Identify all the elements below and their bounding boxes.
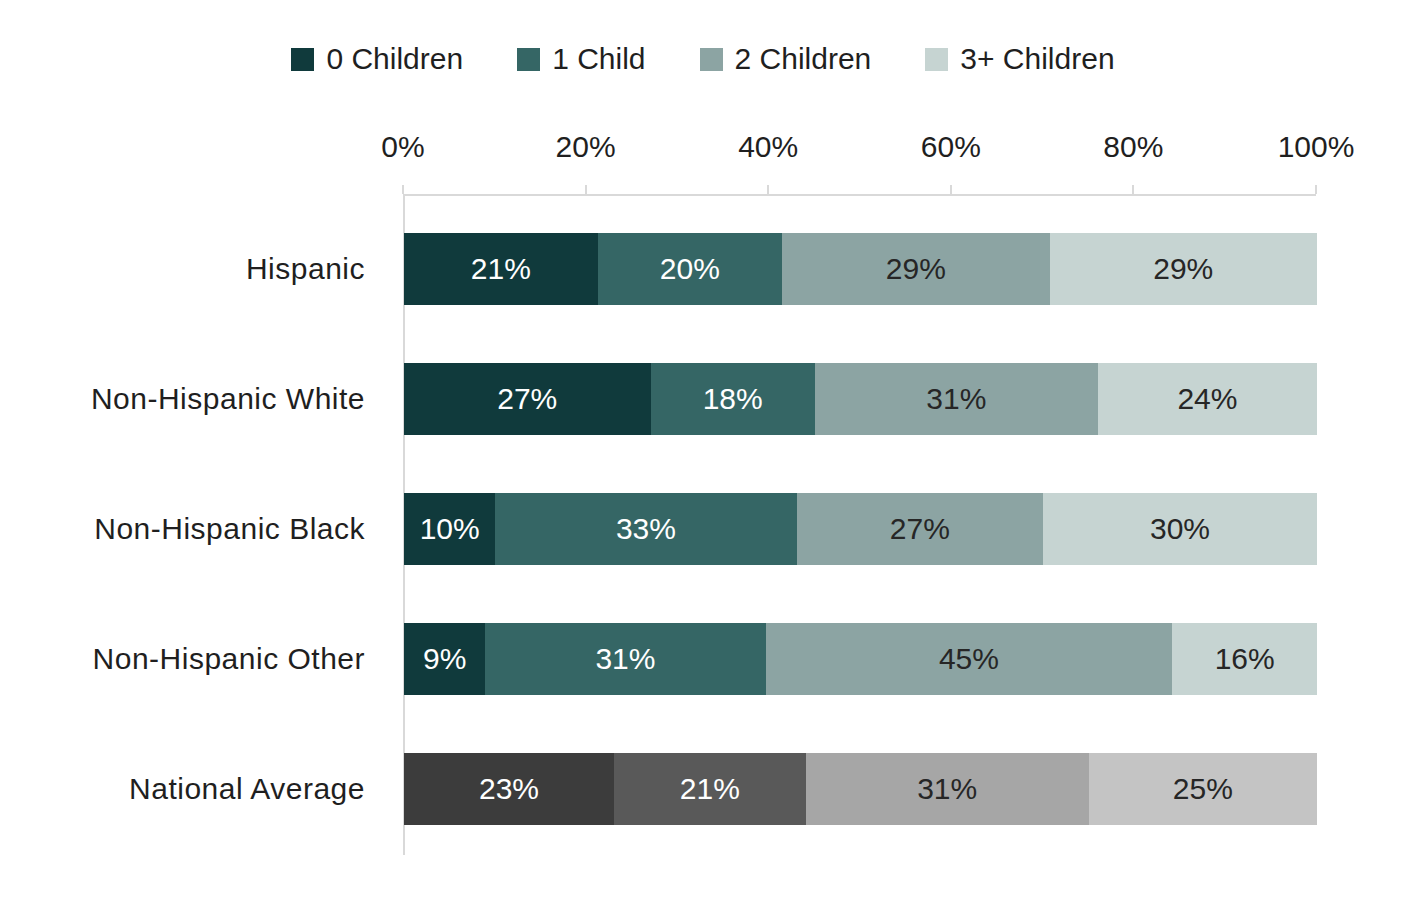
x-axis-tick-label: 100%	[1278, 130, 1355, 164]
legend-label: 1 Child	[552, 42, 645, 76]
bar-segment-2-children: 45%	[766, 623, 1173, 695]
legend-label: 3+ Children	[960, 42, 1114, 76]
category-label: Non-Hispanic Black	[0, 512, 365, 546]
legend-item-0-children: 0 Children	[291, 42, 463, 76]
bar-segment-2-children: 29%	[782, 233, 1049, 305]
bar-segment-2-children: 27%	[797, 493, 1044, 565]
category-label: Non-Hispanic Other	[0, 642, 365, 676]
bar-segment-1-child: 20%	[598, 233, 782, 305]
x-axis-line	[403, 194, 1316, 196]
x-axis-tick-mark	[950, 185, 952, 194]
stacked-bar: 27%18%31%24%	[404, 363, 1317, 435]
bar-segment-2-children: 31%	[815, 363, 1098, 435]
bar-row-non-hispanic-black: Non-Hispanic Black 10%33%27%30%	[0, 464, 1406, 594]
x-axis-tick-label: 20%	[556, 130, 616, 164]
bar-rows: Hispanic21%20%29%29%Non-Hispanic White27…	[0, 204, 1406, 854]
stacked-bar: 21%20%29%29%	[404, 233, 1317, 305]
bar-segment-1-child: 21%	[614, 753, 806, 825]
bar-segment-3-children: 30%	[1043, 493, 1317, 565]
legend-item-2-children: 2 Children	[700, 42, 872, 76]
legend-label: 2 Children	[735, 42, 872, 76]
bar-segment-0-children: 10%	[404, 493, 495, 565]
stacked-bar: 10%33%27%30%	[404, 493, 1317, 565]
x-axis-tick-label: 80%	[1103, 130, 1163, 164]
bar-segment-0-children: 21%	[404, 233, 598, 305]
stacked-bar-chart: 0 Children 1 Child 2 Children 3+ Children 0…	[0, 0, 1406, 897]
legend: 0 Children 1 Child 2 Children 3+ Children	[0, 42, 1406, 76]
x-axis-tick-mark	[1315, 185, 1317, 194]
bar-segment-0-children: 27%	[404, 363, 651, 435]
x-axis-labels: 0%20%40%60%80%100%	[403, 130, 1316, 170]
bar-row-non-hispanic-white: Non-Hispanic White 27%18%31%24%	[0, 334, 1406, 464]
bar-segment-0-children: 23%	[404, 753, 614, 825]
bar-row-non-hispanic-other: Non-Hispanic Other 9%31%45%16%	[0, 594, 1406, 724]
legend-item-3-children: 3+ Children	[925, 42, 1114, 76]
legend-swatch-icon	[291, 48, 314, 71]
bar-segment-2-children: 31%	[806, 753, 1089, 825]
bar-segment-3-children: 29%	[1050, 233, 1317, 305]
bar-segment-1-child: 31%	[485, 623, 765, 695]
x-axis-tick-label: 0%	[381, 130, 424, 164]
x-axis-tick-mark	[1132, 185, 1134, 194]
stacked-bar: 9%31%45%16%	[404, 623, 1317, 695]
category-label: Non-Hispanic White	[0, 382, 365, 416]
bar-segment-3-children: 16%	[1172, 623, 1317, 695]
legend-swatch-icon	[925, 48, 948, 71]
x-axis-tick-mark	[402, 185, 404, 194]
legend-swatch-icon	[700, 48, 723, 71]
bar-segment-0-children: 9%	[404, 623, 485, 695]
legend-swatch-icon	[517, 48, 540, 71]
x-axis-tick-mark	[767, 185, 769, 194]
bar-row-national-average: National Average 23%21%31%25%	[0, 724, 1406, 854]
category-label: National Average	[0, 772, 365, 806]
bar-segment-1-child: 18%	[651, 363, 815, 435]
stacked-bar: 23%21%31%25%	[404, 753, 1317, 825]
bar-row-hispanic: Hispanic21%20%29%29%	[0, 204, 1406, 334]
legend-label: 0 Children	[326, 42, 463, 76]
bar-segment-1-child: 33%	[495, 493, 796, 565]
category-label: Hispanic	[0, 252, 365, 286]
legend-item-1-child: 1 Child	[517, 42, 645, 76]
bar-segment-3-children: 24%	[1098, 363, 1317, 435]
bar-segment-3-children: 25%	[1089, 753, 1317, 825]
x-axis-tick-label: 40%	[738, 130, 798, 164]
x-axis-tick-label: 60%	[921, 130, 981, 164]
x-axis-tick-mark	[585, 185, 587, 194]
